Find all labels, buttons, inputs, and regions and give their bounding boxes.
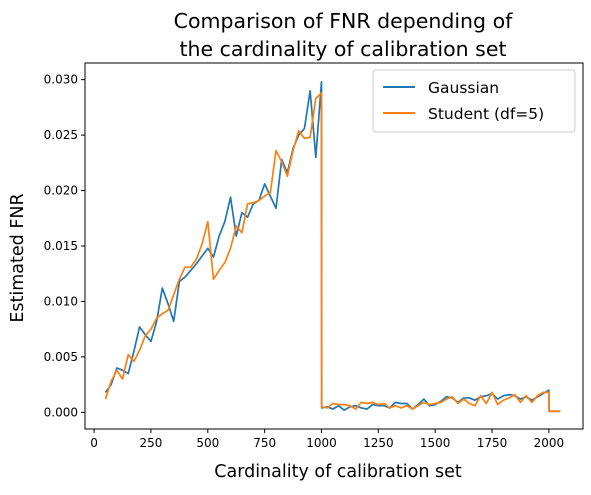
y-tick-label: 0.020: [44, 184, 78, 198]
legend-label: Gaussian: [428, 79, 499, 97]
y-tick-label: 0.000: [44, 405, 78, 419]
y-tick-label: 0.030: [44, 73, 78, 87]
y-axis-label: Estimated FNR: [8, 193, 28, 322]
legend-label: Student (df=5): [428, 105, 544, 123]
legend-box: [372, 69, 576, 133]
chart-title-line-1: Comparison of FNR depending of: [174, 9, 513, 33]
x-tick-label: 1250: [363, 436, 394, 450]
x-tick-label: 0: [90, 436, 98, 450]
x-tick-label: 1750: [477, 436, 508, 450]
y-axis-ticks: 0.000 0.005 0.010 0.015 0.020 0.025 0.030: [44, 73, 85, 419]
series-line-student: [104, 92, 561, 413]
x-tick-label: 500: [196, 436, 219, 450]
x-tick-label: 1500: [420, 436, 451, 450]
y-tick-label: 0.005: [44, 350, 78, 364]
x-tick-label: 1000: [306, 436, 337, 450]
x-axis-ticks: 0 250 500 750 1000 1250 1500 1750 2000: [90, 429, 564, 450]
y-tick-label: 0.010: [44, 294, 78, 308]
chart-title-line-2: the cardinality of calibration set: [179, 37, 506, 61]
series-lines: [104, 80, 561, 413]
y-tick-label: 0.025: [44, 128, 78, 142]
chart-title: Comparison of FNR depending of the cardi…: [174, 9, 513, 61]
legend: Gaussian Student (df=5): [372, 69, 576, 133]
x-tick-label: 750: [253, 436, 276, 450]
series-line-gaussian: [104, 80, 561, 413]
x-tick-label: 2000: [534, 436, 565, 450]
y-tick-label: 0.015: [44, 239, 78, 253]
x-tick-label: 250: [139, 436, 162, 450]
x-axis-label: Cardinality of calibration set: [214, 462, 462, 482]
